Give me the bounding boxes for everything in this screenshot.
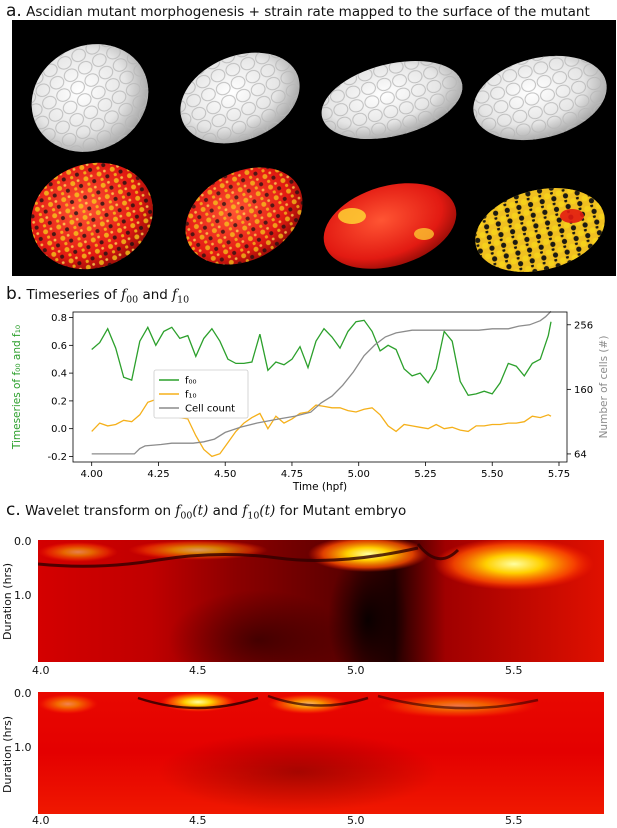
legend-label-0: f₀₀	[185, 376, 197, 387]
panel-b-title-prefix: Timeseries of	[26, 287, 117, 303]
heatmap2-xtick-1: 4.5	[189, 814, 207, 827]
heatmap1-ytick-0: 0.0	[14, 535, 32, 548]
timeseries-chart: 4.00 4.25 4.50 4.75 5.00 5.25 5.50 5.75 -0.2 0.0 0…	[11, 310, 610, 493]
heatmap1-xtick-2: 5.0	[347, 664, 365, 677]
panel-c-letter: c.	[6, 500, 21, 520]
legend-label-1: f₁₀	[185, 390, 197, 401]
panel-b-heading: b. Timeseries of f00 and f10	[6, 284, 189, 306]
wavelet-heatmap-f10	[38, 692, 604, 814]
x-tick-label-1: 4.25	[147, 469, 169, 480]
panel-c-title-and: and	[212, 503, 239, 519]
panel-c-title-suffix: for Mutant embryo	[279, 503, 407, 519]
embryo-strain-2	[185, 167, 303, 265]
embryo-white-2	[180, 52, 300, 144]
x-tick-label-2: 4.50	[214, 469, 236, 480]
heatmap-f00-svg	[38, 540, 604, 662]
f00t-symbol: f00(t)	[175, 503, 209, 522]
panel-a-heading: a. Ascidian mutant morphogenesis + strai…	[6, 1, 590, 21]
panel-a-letter: a.	[6, 1, 22, 21]
y2-axis-label: Number of cells (#)	[598, 336, 610, 439]
y-tick-label-0: -0.2	[47, 452, 67, 463]
embryo-strain-4	[475, 188, 605, 272]
panel-b-title-and: and	[142, 287, 168, 303]
y-tick-label-5: 0.8	[51, 313, 67, 324]
heatmap2-ylabel: Duration (hrs)	[1, 715, 14, 793]
x-tick-label-6: 5.50	[481, 469, 503, 480]
x-axis-label: Time (hpf)	[292, 481, 347, 493]
heatmap2-xtick-3: 5.5	[505, 814, 523, 827]
embryo-renders	[31, 44, 607, 272]
embryo-white-4	[473, 55, 607, 141]
heatmap1-ylabel: Duration (hrs)	[1, 562, 14, 640]
f10-symbol: f10	[172, 287, 190, 306]
panel-b-letter: b.	[6, 284, 23, 304]
x-tick-label-0: 4.00	[81, 469, 103, 480]
heatmap2-xtick-2: 5.0	[347, 814, 365, 827]
embryo-strain-3	[323, 183, 457, 269]
heatmap2-ytick-1: 1.0	[14, 741, 32, 754]
y2-tick-label-2: 256	[574, 320, 593, 331]
panel-a-title: Ascidian mutant morphogenesis + strain r…	[26, 4, 590, 20]
heatmap1-xtick-0: 4.0	[32, 664, 50, 677]
f10t-symbol: f10(t)	[242, 503, 276, 522]
f00-symbol: f00	[121, 287, 139, 306]
heatmap1-xtick-1: 4.5	[189, 664, 207, 677]
legend-box	[153, 369, 249, 419]
embryo-strain-1	[31, 162, 153, 270]
heatmap2-xtick-0: 4.0	[32, 814, 50, 827]
y-axis-label: Timeseries of f₀₀ and f₁₀	[11, 325, 23, 450]
y2-tick-label-0: 64	[574, 449, 587, 460]
embryo-white-3	[321, 60, 463, 140]
series-line-2	[91, 310, 552, 455]
wavelet-heatmap-f00	[38, 540, 604, 662]
embryo-white-1	[31, 44, 149, 152]
heatmap1-xtick-3: 5.5	[505, 664, 523, 677]
x-tick-label-4: 5.00	[348, 469, 370, 480]
legend-label-2: Cell count	[185, 404, 235, 415]
x-tick-label-7: 5.75	[548, 469, 570, 480]
y-tick-label-3: 0.4	[51, 369, 67, 380]
y-tick-label-1: 0.0	[51, 424, 67, 435]
panel-c-title-prefix: Wavelet transform on	[25, 503, 172, 519]
x-tick-label-5: 5.25	[414, 469, 436, 480]
y2-tick-label-1: 160	[574, 385, 593, 396]
heatmap2-ytick-0: 0.0	[14, 687, 32, 700]
panel-c-heading: c. Wavelet transform on f00(t) and f10(t…	[6, 500, 406, 522]
y-tick-label-2: 0.2	[51, 396, 67, 407]
series-line-0	[91, 319, 552, 397]
y-tick-label-4: 0.6	[51, 341, 67, 352]
embryo-render-panel	[12, 20, 616, 276]
x-tick-label-3: 4.75	[281, 469, 303, 480]
heatmap-f10-svg	[38, 692, 604, 814]
plot-frame	[72, 311, 568, 463]
heatmap1-ytick-1: 1.0	[14, 589, 32, 602]
